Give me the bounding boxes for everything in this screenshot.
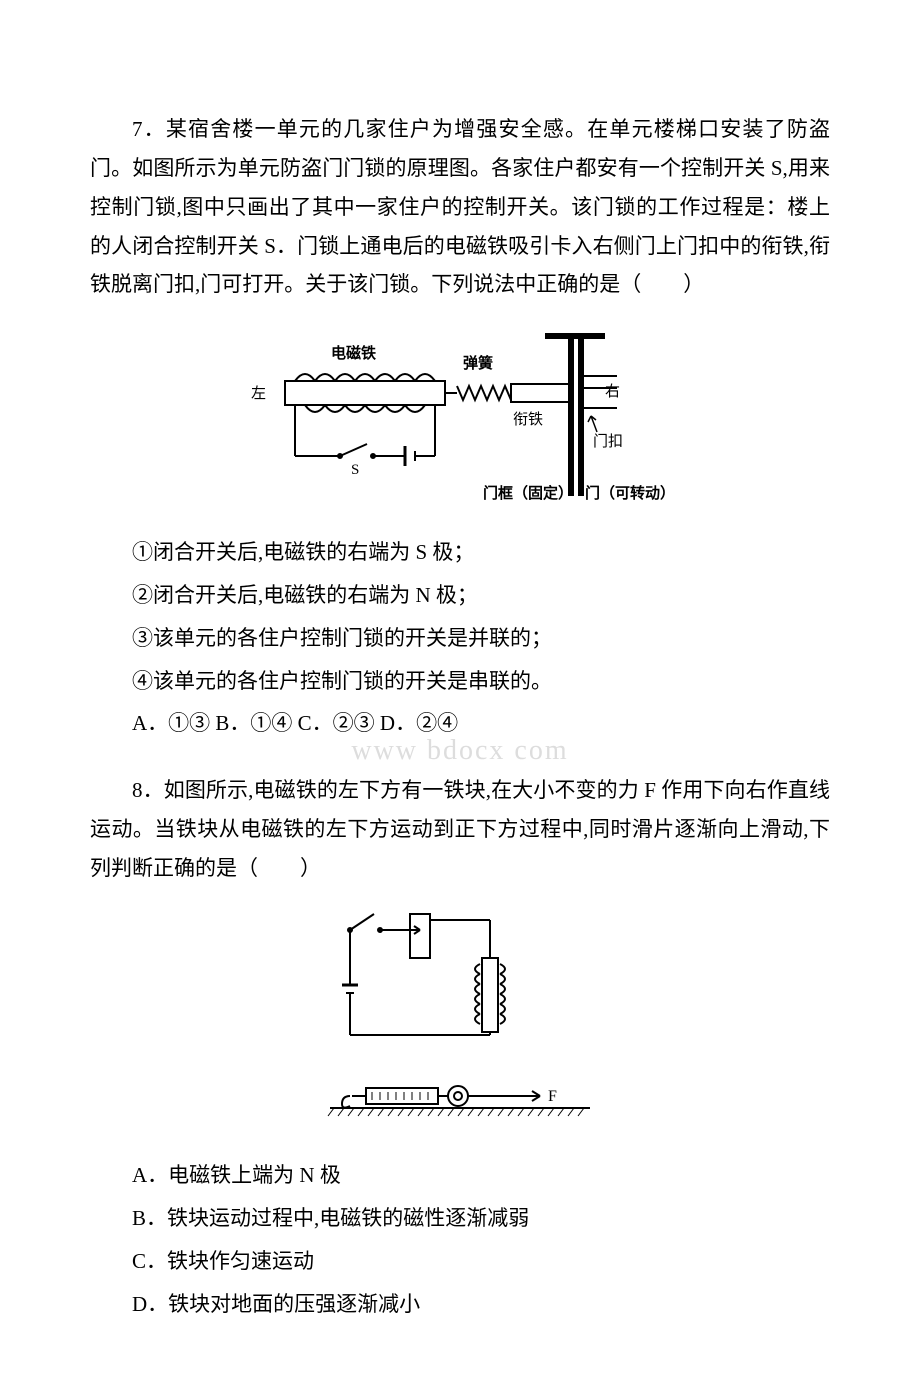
q7-statement-2: ②闭合开关后,电磁铁的右端为 N 极； bbox=[90, 576, 830, 615]
q8-option-b: B．铁块运动过程中,电磁铁的磁性逐渐减弱 bbox=[90, 1199, 830, 1238]
label-force: F bbox=[548, 1088, 557, 1105]
label-spring: 弹簧 bbox=[463, 354, 493, 372]
q7-statement-1: ①闭合开关后,电磁铁的右端为 S 极； bbox=[90, 533, 830, 572]
label-left: 左 bbox=[251, 385, 266, 402]
q8-stem: 8．如图所示,电磁铁的左下方有一铁块,在大小不变的力 F 作用下向右作直线运动。… bbox=[90, 771, 830, 888]
document-page: 7．某宿舍楼一单元的几家住户为增强安全感。在单元楼梯口安装了防盗门。如图所示为单… bbox=[0, 0, 920, 1388]
q8-diagram-svg: F bbox=[310, 900, 610, 1130]
label-latch: 门扣 bbox=[593, 433, 623, 450]
q8-option-a: A．电磁铁上端为 N 极 bbox=[90, 1156, 830, 1195]
label-doorframe: 门框（固定） bbox=[483, 484, 573, 502]
label-armature: 衔铁 bbox=[513, 411, 543, 428]
q7-statement-4: ④该单元的各住户控制门锁的开关是串联的。 bbox=[90, 662, 830, 701]
q7-statement-3: ③该单元的各住户控制门锁的开关是并联的； bbox=[90, 619, 830, 658]
q8-option-d: D．铁块对地面的压强逐渐减小 bbox=[90, 1285, 830, 1324]
q8-figure: F bbox=[90, 900, 830, 1143]
q7-options: A．①③ B．①④ C．②③ D．②④ bbox=[90, 704, 830, 743]
label-switch: S bbox=[351, 462, 359, 478]
q7-figure: 左 电磁铁 S bbox=[90, 316, 830, 519]
q7-diagram-svg: 左 电磁铁 S bbox=[245, 316, 675, 506]
label-electromagnet: 电磁铁 bbox=[331, 344, 376, 362]
q7-stem: 7．某宿舍楼一单元的几家住户为增强安全感。在单元楼梯口安装了防盗门。如图所示为单… bbox=[90, 110, 830, 304]
label-door: 门（可转动） bbox=[585, 484, 675, 502]
label-right: 右 bbox=[605, 383, 620, 400]
q8-option-c: C．铁块作匀速运动 bbox=[90, 1242, 830, 1281]
